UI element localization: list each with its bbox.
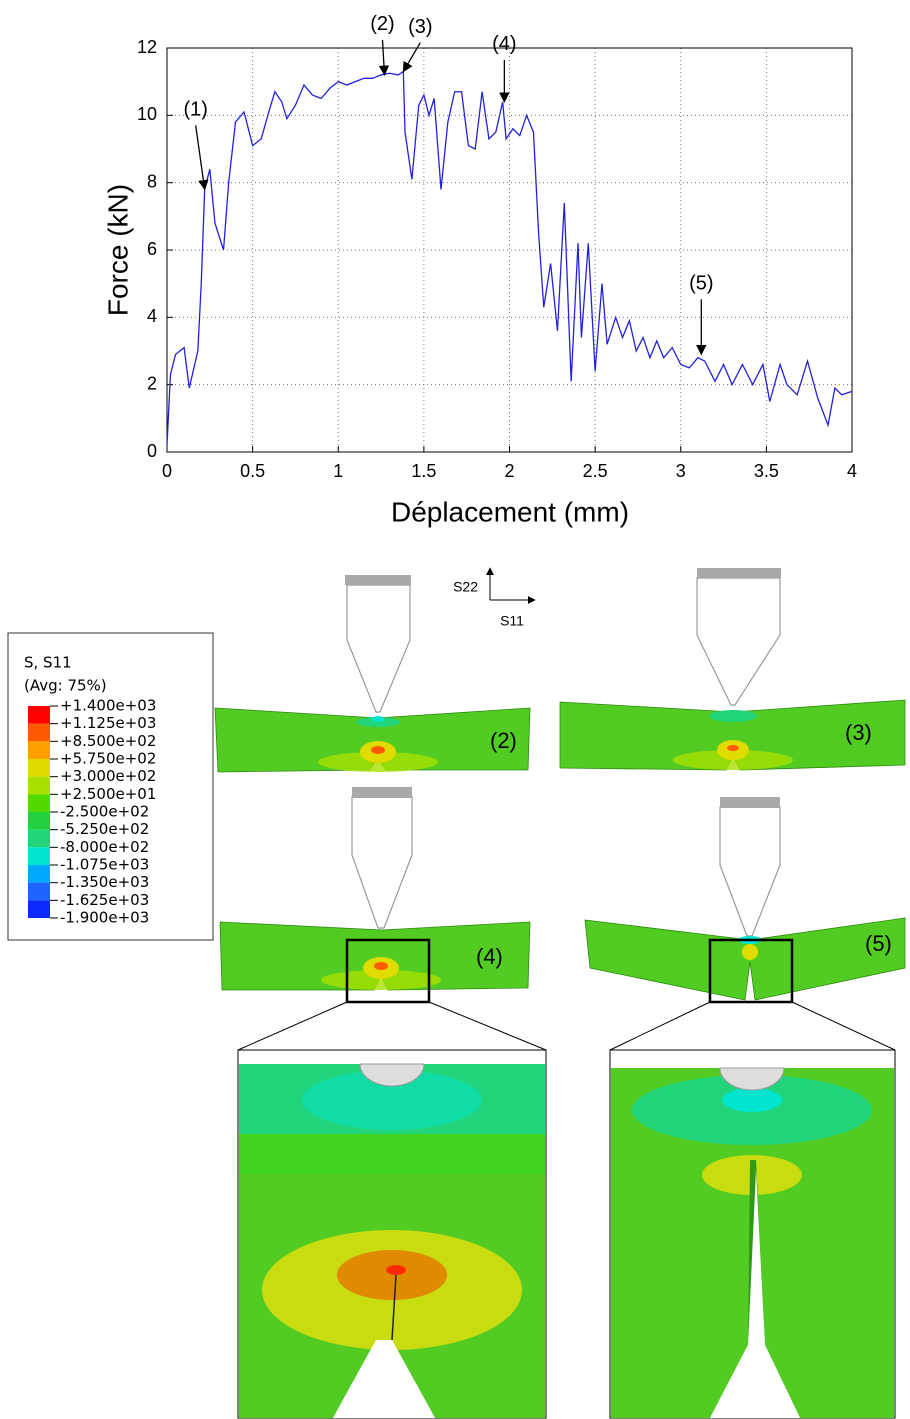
legend-label: -5.250e+02 (60, 820, 149, 838)
x-axis-title: Déplacement (mm) (391, 496, 629, 527)
legend-swatch (28, 847, 50, 865)
annotation: (3) (408, 16, 432, 38)
legend-label: +2.500e+01 (60, 785, 156, 803)
fem-panel: (2) (214, 575, 531, 773)
legend-label: +1.125e+03 (60, 714, 156, 732)
legend-label: -1.900e+03 (60, 909, 149, 927)
x-tick-label: 0 (162, 461, 172, 481)
legend-swatch (28, 829, 50, 848)
y-axis-title: Force (kN) (102, 184, 133, 316)
annotation-arrow (402, 42, 421, 73)
x-tick-label: 2.5 (583, 461, 608, 481)
zoom-view (609, 1001, 896, 1419)
legend-swatch (28, 882, 50, 901)
legend-swatch (28, 741, 50, 759)
x-tick-label: 2 (504, 461, 514, 481)
axis-triad: S22 S11 (453, 567, 536, 629)
y-tick-label: 2 (147, 373, 157, 393)
x-tick-label: 3.5 (754, 461, 779, 481)
legend-subtitle: (Avg: 75%) (24, 677, 107, 695)
fem-panel: (4) (219, 787, 531, 1004)
triad-label: S11 (500, 613, 524, 629)
legend-label: -1.075e+03 (60, 856, 149, 874)
legend-swatch (28, 812, 50, 830)
x-tick-label: 1.5 (411, 461, 436, 481)
x-tick-label: 3 (676, 461, 686, 481)
panel-label: (5) (865, 931, 892, 956)
annotation: (1) (183, 99, 207, 121)
y-tick-label: 4 (147, 306, 157, 326)
legend-swatch (28, 794, 50, 812)
x-tick-label: 4 (847, 461, 857, 481)
y-tick-label: 0 (147, 441, 157, 461)
legend-label: +3.000e+02 (60, 767, 156, 785)
y-tick-label: 12 (137, 37, 157, 57)
legend-label: -1.625e+03 (60, 891, 149, 909)
x-tick-label: 1 (333, 461, 343, 481)
fem-panel: (3) (559, 568, 906, 771)
y-tick-label: 10 (137, 104, 157, 124)
annotation: (5) (689, 273, 713, 295)
legend-swatch (28, 723, 50, 742)
data-line (166, 70, 853, 446)
x-tick-label: 0.5 (240, 461, 265, 481)
annotation-arrow (378, 39, 390, 76)
panel-label: (3) (845, 720, 872, 745)
legend-swatch (28, 865, 50, 883)
panel-label: (4) (476, 944, 503, 969)
panel-label: (2) (490, 728, 517, 753)
zoom-view (237, 1001, 547, 1419)
legend-label: -8.000e+02 (60, 838, 149, 856)
annotation: (2) (370, 13, 394, 35)
annotation-arrow (195, 125, 209, 191)
y-tick-label: 8 (147, 171, 157, 191)
legend-label: -2.500e+02 (60, 803, 149, 821)
legend-swatch (28, 776, 50, 795)
plot-frame (166, 47, 853, 453)
legend-label: +5.750e+02 (60, 750, 156, 768)
legend-label: +8.500e+02 (60, 732, 156, 750)
legend-title: S, S11 (24, 654, 72, 672)
legend-label: -1.350e+03 (60, 873, 149, 891)
fem-panel: (5) (584, 797, 906, 1004)
legend-swatch (28, 759, 50, 777)
y-tick-label: 6 (147, 239, 157, 259)
legend-swatch (28, 706, 50, 724)
annotation: (4) (492, 33, 516, 55)
legend-label: +1.400e+03 (60, 697, 156, 715)
legend-swatch (28, 900, 50, 918)
triad-label: S22 (453, 579, 478, 595)
contour-legend: S, S11 (Avg: 75%) +1.400e+03+1.125e+03+8… (7, 632, 214, 941)
plot-area: 0 2 4 6 8 10 12 0 0.5 1 1.5 2 2.5 3 3.5 4 (1) (2) (3) (4) (5… (137, 13, 857, 481)
